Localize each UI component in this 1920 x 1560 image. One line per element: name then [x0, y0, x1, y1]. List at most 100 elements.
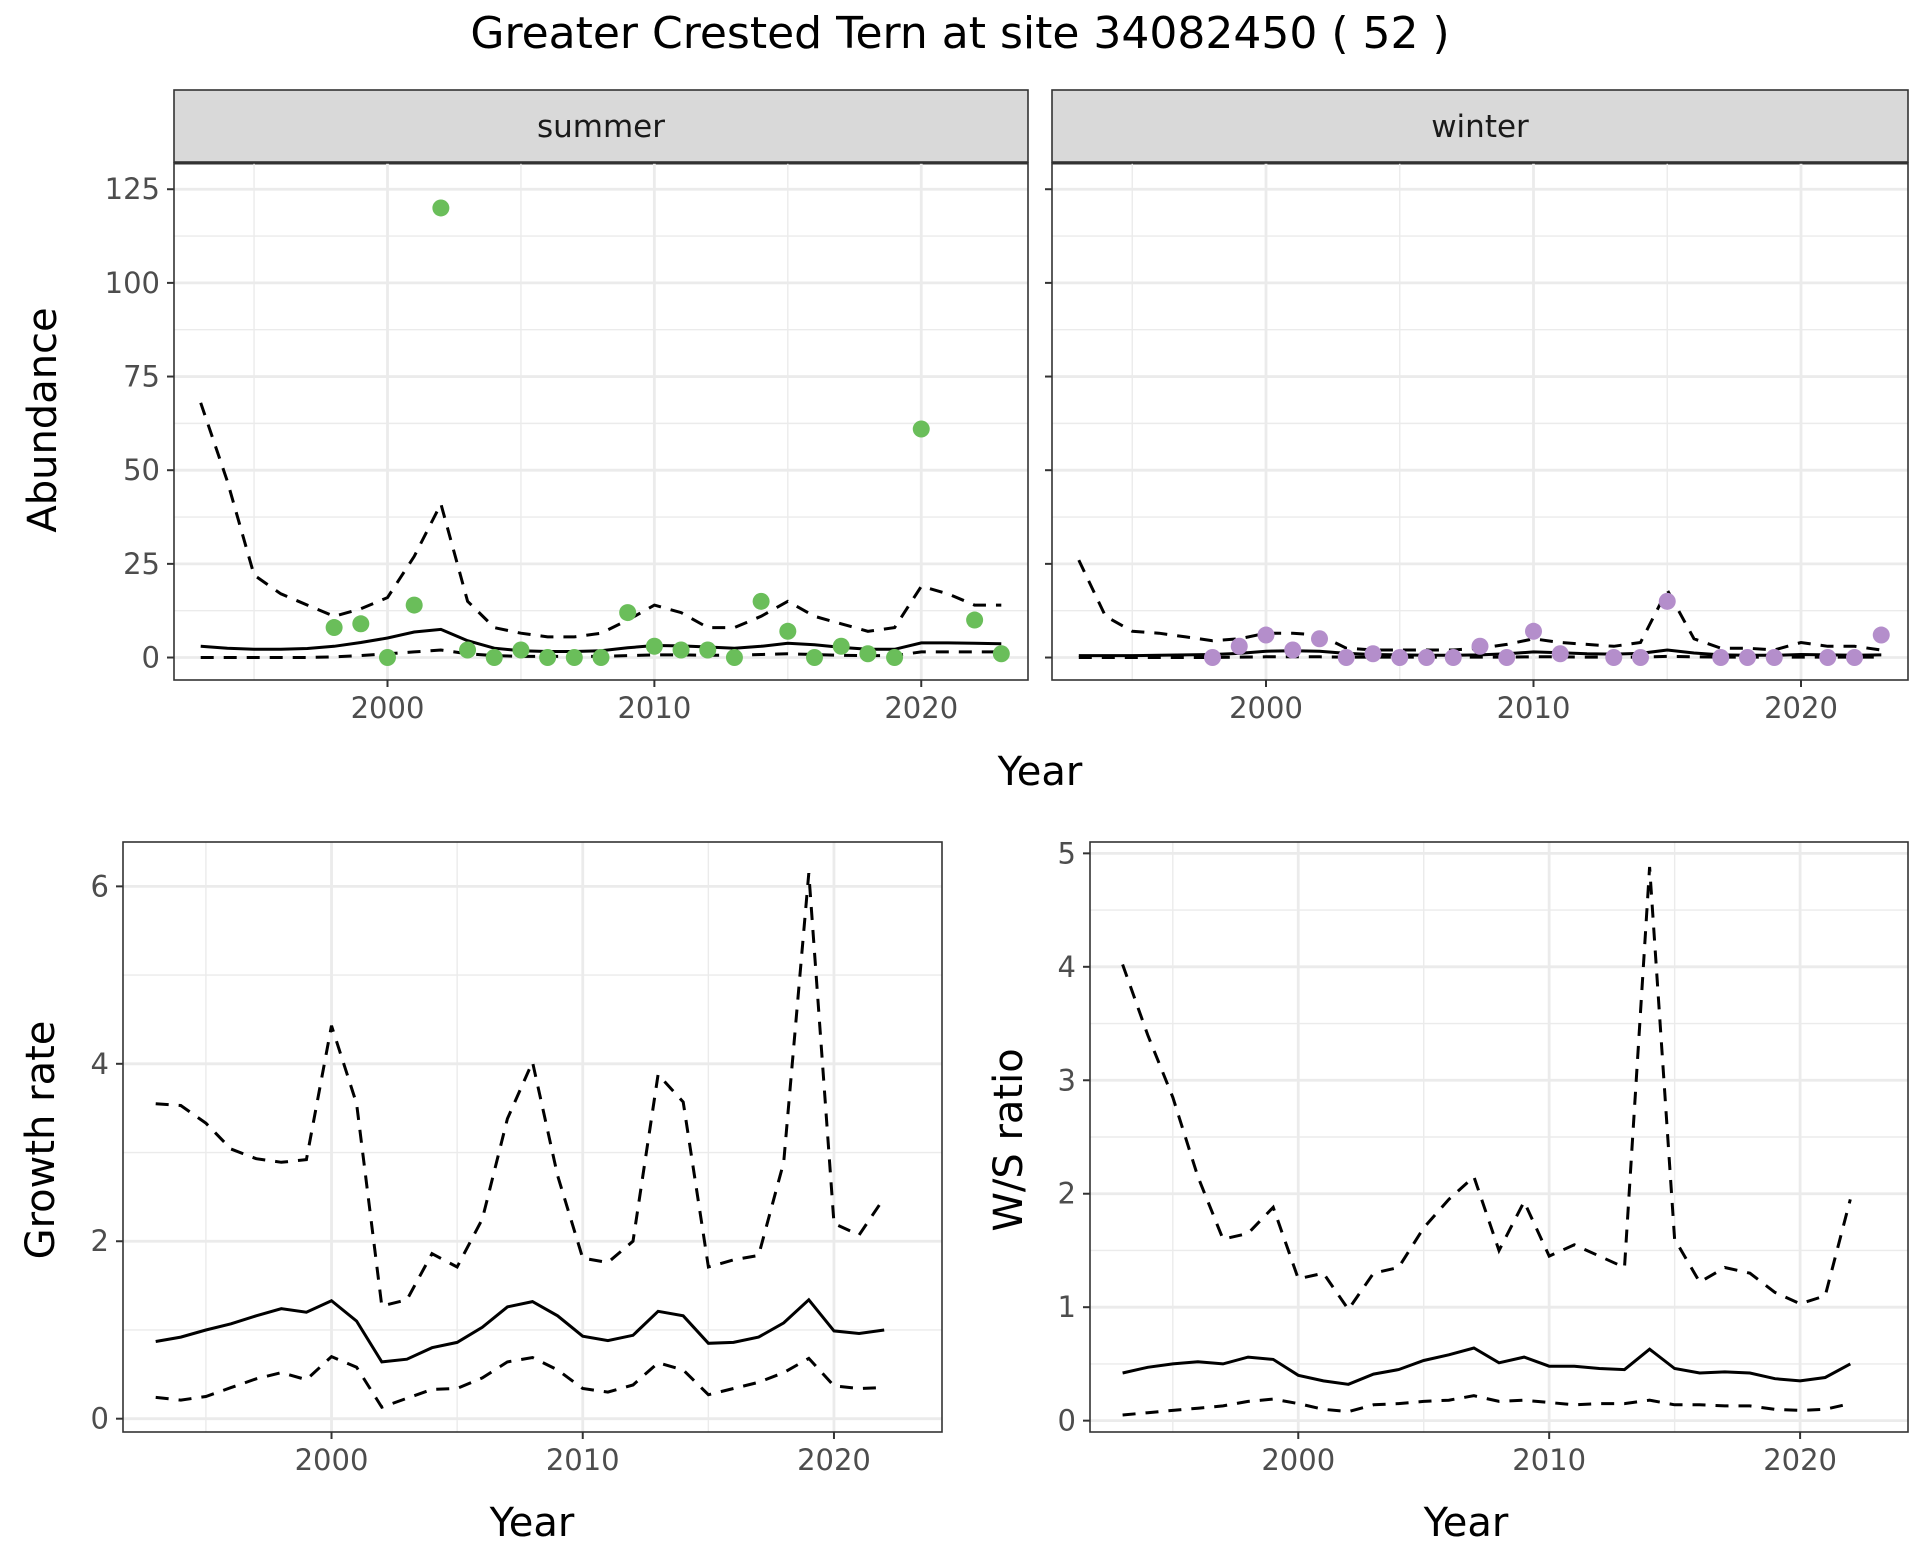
panel-border: [122, 841, 943, 1433]
summer-ticks: 2000 2010 2020 0 25 50 75 100 125: [105, 172, 959, 725]
x-tick-label: 2010: [1497, 691, 1571, 725]
observed-point: [1337, 649, 1355, 667]
growth-ticks: 2000 2010 2020 0 2 4 6: [91, 869, 871, 1477]
y-tick-label: 4: [1058, 950, 1076, 984]
estimate-line: [1122, 1346, 1852, 1386]
y-tick-label: 4: [91, 1047, 109, 1081]
observed-point: [352, 615, 370, 633]
y-tick-label: 5: [1058, 836, 1076, 870]
upper-line: [1121, 866, 1852, 1313]
x-tick-label: 2020: [1763, 1443, 1837, 1477]
observed-point: [485, 649, 503, 667]
x-tick-label: 2000: [295, 1443, 369, 1477]
strip-label-summer: summer: [537, 109, 665, 145]
observed-point: [806, 649, 823, 667]
growth-marks: [155, 872, 886, 1410]
x-tick-label: 2000: [351, 691, 425, 725]
observed-point: [859, 645, 877, 663]
upper-line: [199, 402, 1002, 639]
strip-summer: [173, 89, 1029, 163]
x-tick-label: 2010: [617, 691, 691, 725]
observed-point: [1391, 649, 1409, 667]
observed-point: [1257, 626, 1275, 644]
y-axis-title-abundance: Abundance: [20, 307, 66, 532]
observed-point: [1551, 645, 1569, 663]
x-tick-label: 2020: [797, 1443, 871, 1477]
observed-point: [592, 649, 610, 667]
observed-point: [725, 649, 743, 667]
observed-point: [512, 641, 530, 659]
x-tick-label: 2020: [884, 691, 958, 725]
observed-point: [1658, 592, 1676, 610]
observed-point: [1819, 649, 1837, 667]
observed-point: [645, 637, 663, 655]
observed-point: [1846, 649, 1863, 667]
lower-line: [1122, 1394, 1851, 1417]
x-axis-title-growth: Year: [489, 1500, 575, 1546]
ratio-grid: [1090, 842, 1908, 1432]
observed-point: [1739, 649, 1756, 667]
observed-point: [619, 604, 637, 622]
observed-point: [966, 611, 984, 629]
winter-ticks: 2000 2010 2020: [1045, 188, 1838, 725]
x-tick-label: 2000: [1261, 1443, 1335, 1477]
lower-line: [155, 1354, 885, 1410]
y-tick-label: 25: [123, 547, 160, 581]
y-axis-title-growth: Growth rate: [18, 1021, 64, 1260]
winter-marks: [1077, 559, 1890, 667]
observed-point: [992, 645, 1010, 663]
growth-grid: [123, 842, 942, 1432]
summer-marks: [199, 199, 1010, 667]
y-tick-label: 1: [1058, 1290, 1076, 1324]
winter-panel: 2000 2010 2020: [1045, 162, 1909, 725]
observed-point: [1471, 637, 1489, 655]
x-tick-label: 2010: [1512, 1443, 1586, 1477]
x-axis-title-ratio: Year: [1423, 1500, 1509, 1546]
observed-point: [1498, 649, 1516, 667]
upper-line: [155, 872, 886, 1308]
observed-point: [1364, 645, 1382, 663]
observed-point: [1525, 622, 1542, 640]
y-tick-label: 2: [91, 1224, 109, 1258]
observed-point: [1230, 637, 1248, 655]
x-tick-label: 2020: [1764, 691, 1838, 725]
observed-point: [832, 637, 850, 655]
panel-border: [1051, 162, 1909, 681]
ratio-panel: 2000 2010 2020 0 1 2 3 4 5: [1058, 836, 1909, 1477]
observed-point: [1872, 626, 1890, 644]
panel-border: [173, 162, 1029, 681]
estimate-line: [155, 1297, 885, 1364]
y-tick-label: 100: [105, 266, 160, 300]
y-tick-label: 125: [105, 172, 160, 206]
observed-point: [1765, 649, 1783, 667]
x-axis-title-top: Year: [997, 749, 1083, 795]
y-tick-label: 50: [123, 453, 160, 487]
summer-panel: 2000 2010 2020 0 25 50 75 100 125: [105, 162, 1029, 725]
observed-point: [699, 641, 717, 659]
panel-border: [1089, 841, 1909, 1433]
strip-label-winter: winter: [1431, 109, 1529, 145]
observed-point: [565, 649, 583, 667]
estimate-line: [200, 627, 1002, 653]
observed-point: [459, 641, 477, 659]
y-tick-label: 75: [123, 360, 160, 394]
observed-point: [1444, 649, 1462, 667]
observed-point: [1418, 649, 1435, 667]
observed-point: [912, 420, 930, 438]
observed-point: [405, 596, 423, 614]
y-tick-label: 2: [1058, 1177, 1076, 1211]
y-tick-label: 3: [1058, 1063, 1076, 1097]
winter-grid: [1052, 163, 1908, 680]
observed-point: [1632, 649, 1649, 667]
y-tick-label: 0: [1058, 1404, 1076, 1438]
observed-point: [779, 622, 797, 640]
y-axis-title-ratio: W/S ratio: [986, 1048, 1032, 1231]
y-tick-label: 0: [142, 641, 160, 675]
observed-point: [1204, 649, 1221, 667]
observed-point: [1311, 630, 1328, 648]
ratio-ticks: 2000 2010 2020 0 1 2 3 4 5: [1058, 836, 1837, 1477]
figure-title: Greater Crested Tern at site 34082450 ( …: [470, 8, 1449, 59]
x-tick-label: 2000: [1229, 691, 1303, 725]
observed-point: [1605, 649, 1623, 667]
